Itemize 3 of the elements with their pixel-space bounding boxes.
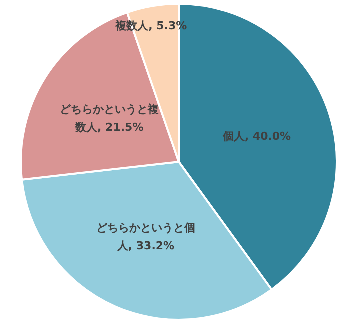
slice-label: どちらかというと複数人, 21.5% [60,102,160,134]
slice-label: どちらかというと個人, 33.2% [96,222,196,253]
slice-label: 個人, 40.0% [222,130,292,144]
